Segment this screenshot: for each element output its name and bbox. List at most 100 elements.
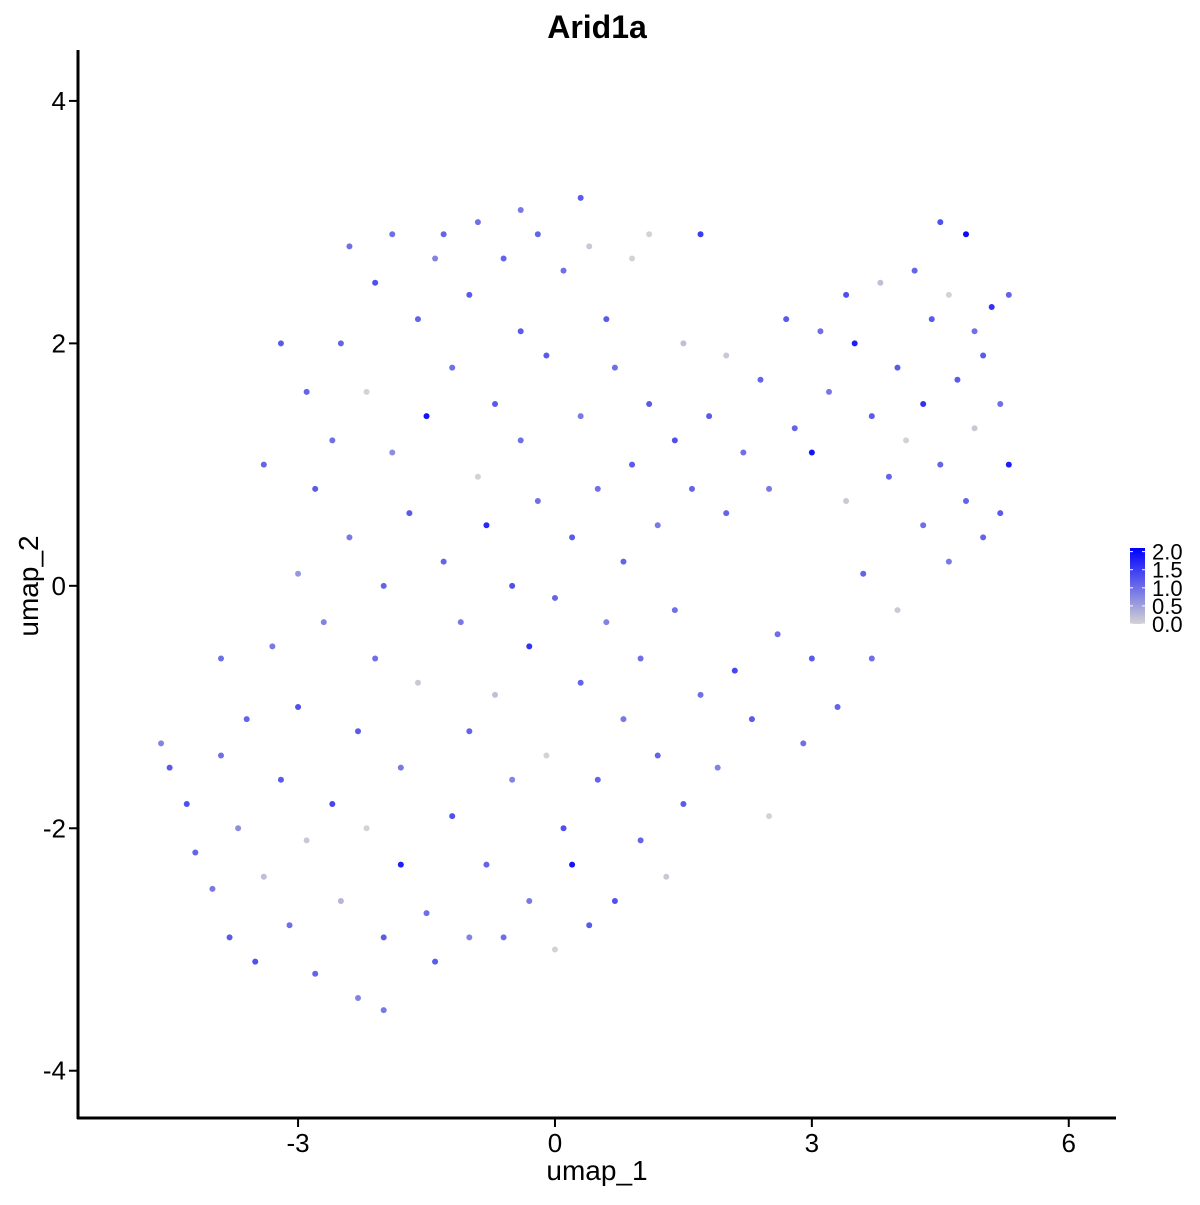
y-tick-label: -4 bbox=[43, 1056, 66, 1086]
point bbox=[851, 340, 858, 347]
point bbox=[449, 364, 456, 371]
point bbox=[295, 570, 302, 577]
point bbox=[603, 316, 610, 323]
y-tick-label: 0 bbox=[52, 571, 66, 601]
point bbox=[303, 388, 310, 395]
point bbox=[569, 861, 576, 868]
point bbox=[218, 752, 225, 759]
point bbox=[937, 219, 944, 226]
point bbox=[346, 534, 353, 541]
point bbox=[980, 352, 987, 359]
colorbar-tick-label: 1.0 bbox=[1152, 576, 1183, 601]
point bbox=[277, 340, 284, 347]
x-tick-label: 6 bbox=[1062, 1128, 1076, 1158]
point bbox=[783, 316, 790, 323]
colorbar bbox=[1130, 548, 1145, 624]
point bbox=[406, 510, 413, 517]
point bbox=[500, 934, 507, 941]
point bbox=[166, 764, 173, 771]
point bbox=[620, 558, 627, 565]
y-tick-label: 4 bbox=[52, 86, 66, 116]
point bbox=[252, 958, 259, 965]
point bbox=[312, 485, 319, 492]
point bbox=[611, 898, 618, 905]
point bbox=[920, 400, 927, 407]
point bbox=[800, 740, 807, 747]
point bbox=[603, 619, 610, 626]
point bbox=[243, 716, 250, 723]
point bbox=[235, 825, 242, 832]
point bbox=[397, 861, 404, 868]
x-axis-title: umap_1 bbox=[546, 1155, 647, 1186]
point bbox=[980, 534, 987, 541]
point bbox=[843, 497, 850, 504]
point bbox=[560, 267, 567, 274]
point bbox=[260, 873, 267, 880]
point bbox=[791, 425, 798, 432]
point bbox=[646, 231, 653, 238]
point bbox=[183, 801, 190, 808]
point bbox=[218, 655, 225, 662]
point bbox=[1005, 461, 1012, 468]
point bbox=[286, 922, 293, 929]
point bbox=[577, 413, 584, 420]
point bbox=[474, 473, 481, 480]
point bbox=[414, 316, 421, 323]
point bbox=[337, 340, 344, 347]
point bbox=[697, 691, 704, 698]
x-tick-label: 0 bbox=[548, 1128, 562, 1158]
point bbox=[577, 679, 584, 686]
point bbox=[731, 667, 738, 674]
point bbox=[363, 388, 370, 395]
point bbox=[706, 413, 713, 420]
point bbox=[483, 522, 490, 529]
point bbox=[440, 231, 447, 238]
point bbox=[988, 303, 995, 310]
point bbox=[654, 752, 661, 759]
point bbox=[860, 570, 867, 577]
point bbox=[971, 328, 978, 335]
point bbox=[868, 655, 875, 662]
point bbox=[680, 340, 687, 347]
point bbox=[543, 352, 550, 359]
point bbox=[903, 437, 910, 444]
point bbox=[834, 704, 841, 711]
point bbox=[372, 655, 379, 662]
point bbox=[748, 716, 755, 723]
point bbox=[894, 364, 901, 371]
point bbox=[158, 740, 165, 747]
point bbox=[509, 776, 516, 783]
point bbox=[389, 231, 396, 238]
point bbox=[449, 813, 456, 820]
x-tick-label: -3 bbox=[287, 1128, 310, 1158]
point bbox=[457, 619, 464, 626]
point bbox=[723, 352, 730, 359]
colorbar-tick-label: 0.0 bbox=[1152, 612, 1183, 637]
point bbox=[551, 946, 558, 953]
x-tick-label: 3 bbox=[805, 1128, 819, 1158]
point bbox=[894, 607, 901, 614]
point bbox=[663, 873, 670, 880]
point bbox=[594, 485, 601, 492]
point bbox=[397, 764, 404, 771]
point bbox=[509, 582, 516, 589]
point bbox=[551, 594, 558, 601]
y-axis-title: umap_2 bbox=[13, 535, 44, 636]
point bbox=[654, 522, 661, 529]
point bbox=[1005, 291, 1012, 298]
point bbox=[825, 388, 832, 395]
point bbox=[757, 376, 764, 383]
point bbox=[440, 558, 447, 565]
point bbox=[911, 267, 918, 274]
point bbox=[432, 958, 439, 965]
point bbox=[723, 510, 730, 517]
point bbox=[380, 934, 387, 941]
point bbox=[500, 255, 507, 262]
point bbox=[997, 510, 1004, 517]
point bbox=[192, 849, 199, 856]
point bbox=[586, 922, 593, 929]
point bbox=[423, 413, 430, 420]
point bbox=[312, 970, 319, 977]
point bbox=[774, 631, 781, 638]
point bbox=[492, 691, 499, 698]
